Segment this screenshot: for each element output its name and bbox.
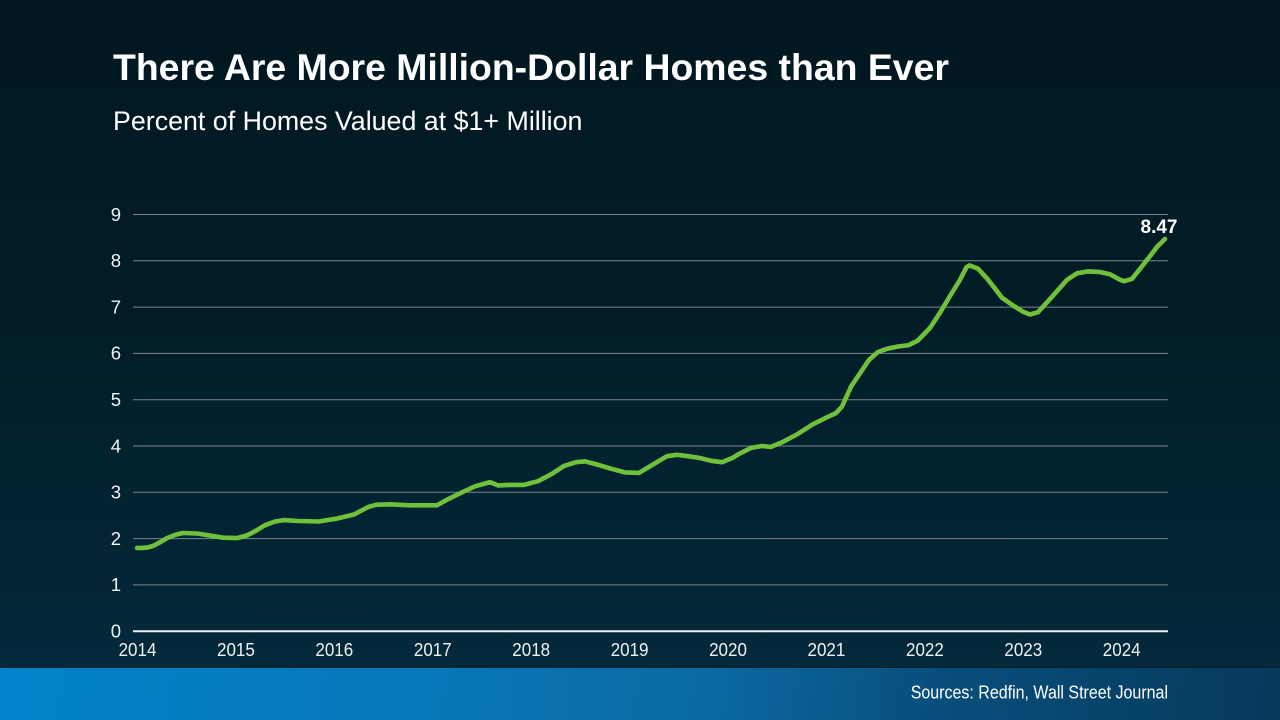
- svg-text:2021: 2021: [808, 639, 846, 660]
- svg-text:2019: 2019: [611, 639, 649, 660]
- svg-text:7: 7: [111, 296, 121, 317]
- svg-text:3: 3: [111, 482, 121, 503]
- svg-text:2023: 2023: [1004, 639, 1042, 660]
- svg-text:Percent of Homes Valued at $1+: Percent of Homes Valued at $1+ Million: [113, 106, 582, 136]
- svg-text:4: 4: [111, 435, 121, 456]
- svg-text:2022: 2022: [906, 639, 944, 660]
- svg-text:8: 8: [111, 250, 121, 271]
- svg-text:2024: 2024: [1103, 639, 1141, 660]
- svg-text:9: 9: [111, 204, 121, 225]
- svg-text:5: 5: [111, 389, 121, 410]
- svg-text:2: 2: [111, 528, 121, 549]
- svg-text:1: 1: [111, 574, 121, 595]
- svg-text:2020: 2020: [709, 639, 747, 660]
- svg-text:2014: 2014: [119, 639, 157, 660]
- svg-text:There Are More Million-Dollar: There Are More Million-Dollar Homes than…: [113, 46, 949, 88]
- svg-text:6: 6: [111, 343, 121, 364]
- svg-text:2016: 2016: [315, 639, 353, 660]
- svg-text:8.47: 8.47: [1141, 217, 1178, 238]
- svg-text:2018: 2018: [512, 639, 550, 660]
- svg-text:2017: 2017: [414, 639, 452, 660]
- svg-text:2015: 2015: [217, 639, 255, 660]
- svg-text:0: 0: [111, 621, 121, 642]
